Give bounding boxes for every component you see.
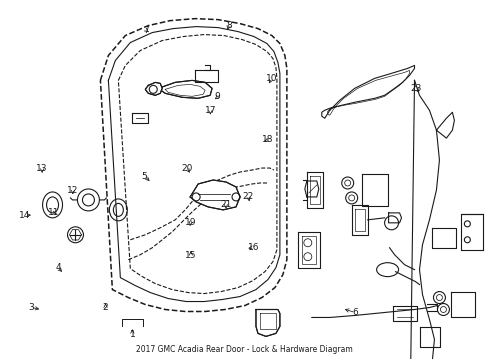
Text: 21: 21	[220, 200, 231, 209]
Text: 23: 23	[409, 84, 421, 93]
Polygon shape	[255, 310, 279, 336]
Text: 9: 9	[214, 92, 220, 101]
Text: 15: 15	[185, 251, 196, 260]
Text: 16: 16	[247, 243, 259, 252]
Polygon shape	[158, 80, 212, 98]
Text: 2: 2	[102, 303, 108, 312]
Text: 11: 11	[47, 208, 59, 217]
Text: 17: 17	[204, 105, 216, 114]
Text: 5: 5	[142, 172, 147, 181]
Text: 13: 13	[36, 164, 48, 173]
Text: 10: 10	[265, 75, 277, 84]
Text: 14: 14	[20, 211, 31, 220]
Text: 22: 22	[242, 192, 253, 201]
Polygon shape	[145, 82, 162, 95]
Polygon shape	[190, 180, 240, 210]
Text: 19: 19	[185, 218, 196, 227]
Text: 4: 4	[55, 264, 61, 273]
Text: 7: 7	[143, 26, 148, 35]
Text: 20: 20	[181, 164, 192, 173]
Text: 1: 1	[129, 330, 135, 339]
Text: 18: 18	[262, 135, 273, 144]
Text: 2017 GMC Acadia Rear Door - Lock & Hardware Diagram: 2017 GMC Acadia Rear Door - Lock & Hardw…	[136, 345, 352, 354]
Text: 8: 8	[225, 21, 231, 30]
Text: 6: 6	[352, 308, 358, 317]
Text: 3: 3	[28, 303, 34, 312]
Text: 12: 12	[67, 185, 79, 194]
